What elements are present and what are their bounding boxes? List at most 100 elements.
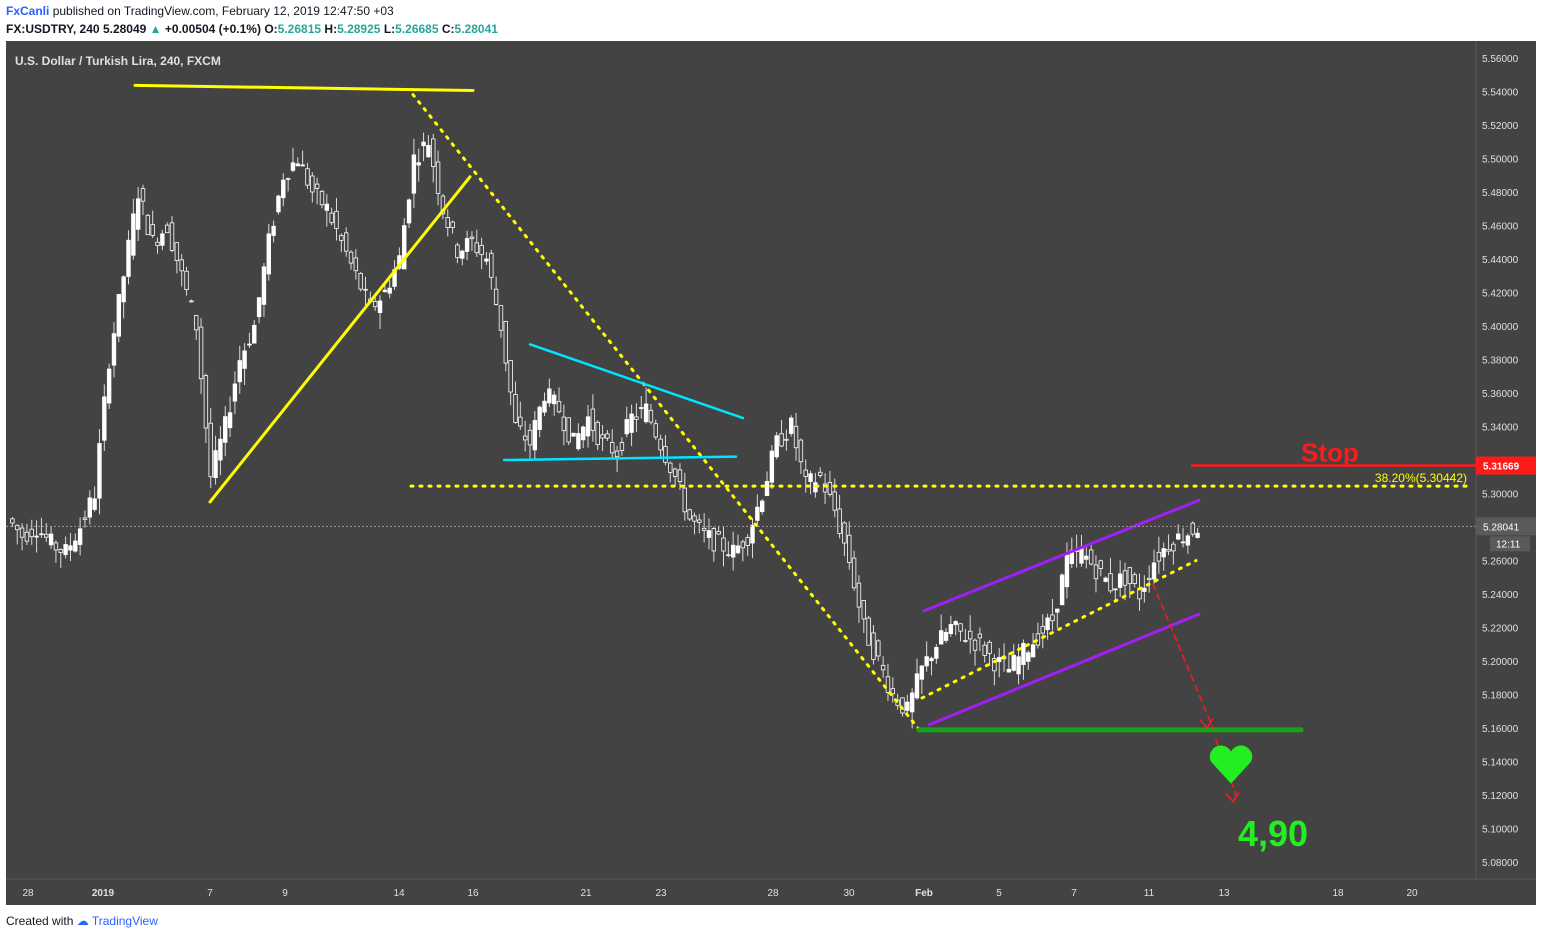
candle-body bbox=[203, 375, 209, 429]
candle-body bbox=[730, 544, 736, 558]
candle-body bbox=[614, 450, 620, 458]
candle-body bbox=[508, 360, 513, 393]
candle-body bbox=[1026, 652, 1031, 662]
candle-body bbox=[34, 535, 39, 538]
candle-body bbox=[164, 224, 170, 234]
candle-body bbox=[324, 203, 330, 211]
y-tick-label: 5.52000 bbox=[1482, 121, 1519, 132]
candle-body bbox=[111, 333, 117, 366]
candle-body bbox=[832, 491, 837, 511]
candle-body bbox=[721, 537, 726, 552]
projection-arrow-1 bbox=[1152, 583, 1214, 729]
candle-body bbox=[856, 582, 862, 608]
candle-body bbox=[1185, 535, 1191, 546]
author-link[interactable]: FxCanli bbox=[6, 4, 50, 18]
candle-body bbox=[764, 480, 770, 496]
candle-body bbox=[716, 531, 721, 535]
candle-body bbox=[97, 443, 102, 499]
candle-body bbox=[48, 533, 54, 546]
countdown-text: 12:11 bbox=[1496, 539, 1521, 550]
candle-body bbox=[464, 238, 470, 252]
candle-body bbox=[145, 214, 151, 236]
publish-header: FxCanli published on TradingView.com, Fe… bbox=[0, 0, 1542, 40]
candle-body bbox=[876, 640, 881, 657]
candle-body bbox=[131, 213, 136, 256]
candle-body bbox=[663, 446, 668, 463]
candle-body bbox=[755, 506, 760, 521]
x-tick-label: 7 bbox=[207, 888, 213, 899]
chart-area[interactable]: 5.56000 5.54000 5.52000 5.50000 5.48000 5.460… bbox=[6, 41, 1536, 905]
candle-body bbox=[1190, 522, 1195, 535]
low-value: 5.26685 bbox=[395, 22, 439, 36]
candle-body bbox=[15, 524, 20, 531]
y-tick-label: 5.16000 bbox=[1482, 724, 1519, 735]
candle-body bbox=[1146, 577, 1152, 581]
candle-body bbox=[576, 433, 581, 450]
candle-body bbox=[19, 527, 25, 538]
candle-body bbox=[363, 288, 368, 291]
candle-body bbox=[682, 487, 687, 513]
candle-body bbox=[469, 236, 475, 240]
candle-body bbox=[10, 518, 15, 524]
y-tick-label: 5.54000 bbox=[1482, 87, 1519, 98]
candle-body bbox=[503, 320, 509, 364]
candle-body bbox=[198, 326, 204, 380]
candle-body bbox=[1103, 577, 1108, 582]
candle-body bbox=[977, 633, 983, 639]
candle-body bbox=[305, 168, 310, 186]
candle-body bbox=[900, 697, 905, 714]
chart-title: U.S. Dollar / Turkish Lira, 240, FXCM bbox=[15, 54, 221, 68]
candle-body bbox=[1127, 567, 1133, 585]
footer: Created with ☁ TradingView bbox=[6, 914, 158, 928]
candle-body bbox=[697, 519, 702, 523]
candle-body bbox=[566, 417, 571, 443]
candle-body bbox=[411, 154, 417, 194]
candle-body bbox=[987, 641, 992, 654]
price-chart[interactable]: 5.56000 5.54000 5.52000 5.50000 5.48000 5.460… bbox=[6, 41, 1536, 905]
candle-body bbox=[290, 162, 296, 171]
candle-body bbox=[372, 300, 378, 308]
candle-body bbox=[435, 161, 441, 194]
dotted-downtrend-line bbox=[411, 93, 920, 730]
candle-body bbox=[1113, 588, 1118, 591]
candle-body bbox=[890, 688, 896, 695]
x-tick-label: 20 bbox=[1406, 888, 1418, 899]
candle-body bbox=[261, 266, 267, 305]
y-tick-label: 5.12000 bbox=[1482, 791, 1519, 802]
candle-body bbox=[818, 471, 823, 476]
tradingview-logo-icon[interactable]: ☁ bbox=[76, 914, 89, 928]
candle-body bbox=[421, 141, 426, 147]
tradingview-brand[interactable]: TradingView bbox=[91, 914, 158, 928]
open-label: O: bbox=[264, 22, 278, 36]
candle-body bbox=[1151, 562, 1157, 580]
y-tick-label: 5.48000 bbox=[1482, 188, 1519, 199]
change-arrow: ▲ bbox=[149, 22, 162, 36]
projection-arrow-2 bbox=[1215, 739, 1237, 796]
current-price-text: 5.28041 bbox=[1483, 522, 1520, 533]
candle-body bbox=[706, 530, 712, 538]
candle-body bbox=[740, 541, 746, 549]
channel-lower-line bbox=[927, 612, 1201, 727]
candle-body bbox=[242, 350, 247, 369]
candle-body bbox=[314, 183, 320, 189]
candle-body bbox=[237, 360, 242, 383]
candle-body bbox=[450, 221, 455, 229]
candle-body bbox=[914, 673, 920, 699]
candle-body bbox=[489, 252, 494, 278]
candle-body bbox=[329, 212, 334, 224]
candle-body bbox=[963, 640, 968, 642]
candle-body bbox=[223, 416, 228, 443]
candle-body bbox=[208, 422, 213, 478]
y-tick-label: 5.08000 bbox=[1482, 858, 1519, 869]
candle-body bbox=[639, 407, 644, 409]
candle-body bbox=[992, 658, 997, 672]
candle-body bbox=[822, 483, 828, 493]
candle-body bbox=[527, 429, 533, 446]
candle-body bbox=[953, 621, 958, 626]
candle-body bbox=[479, 244, 484, 256]
arrow-head-icon bbox=[1199, 718, 1214, 730]
candle-body bbox=[58, 549, 63, 553]
candle-body bbox=[1108, 573, 1113, 592]
x-tick-label: 28 bbox=[767, 888, 779, 899]
candle-body bbox=[498, 305, 504, 331]
